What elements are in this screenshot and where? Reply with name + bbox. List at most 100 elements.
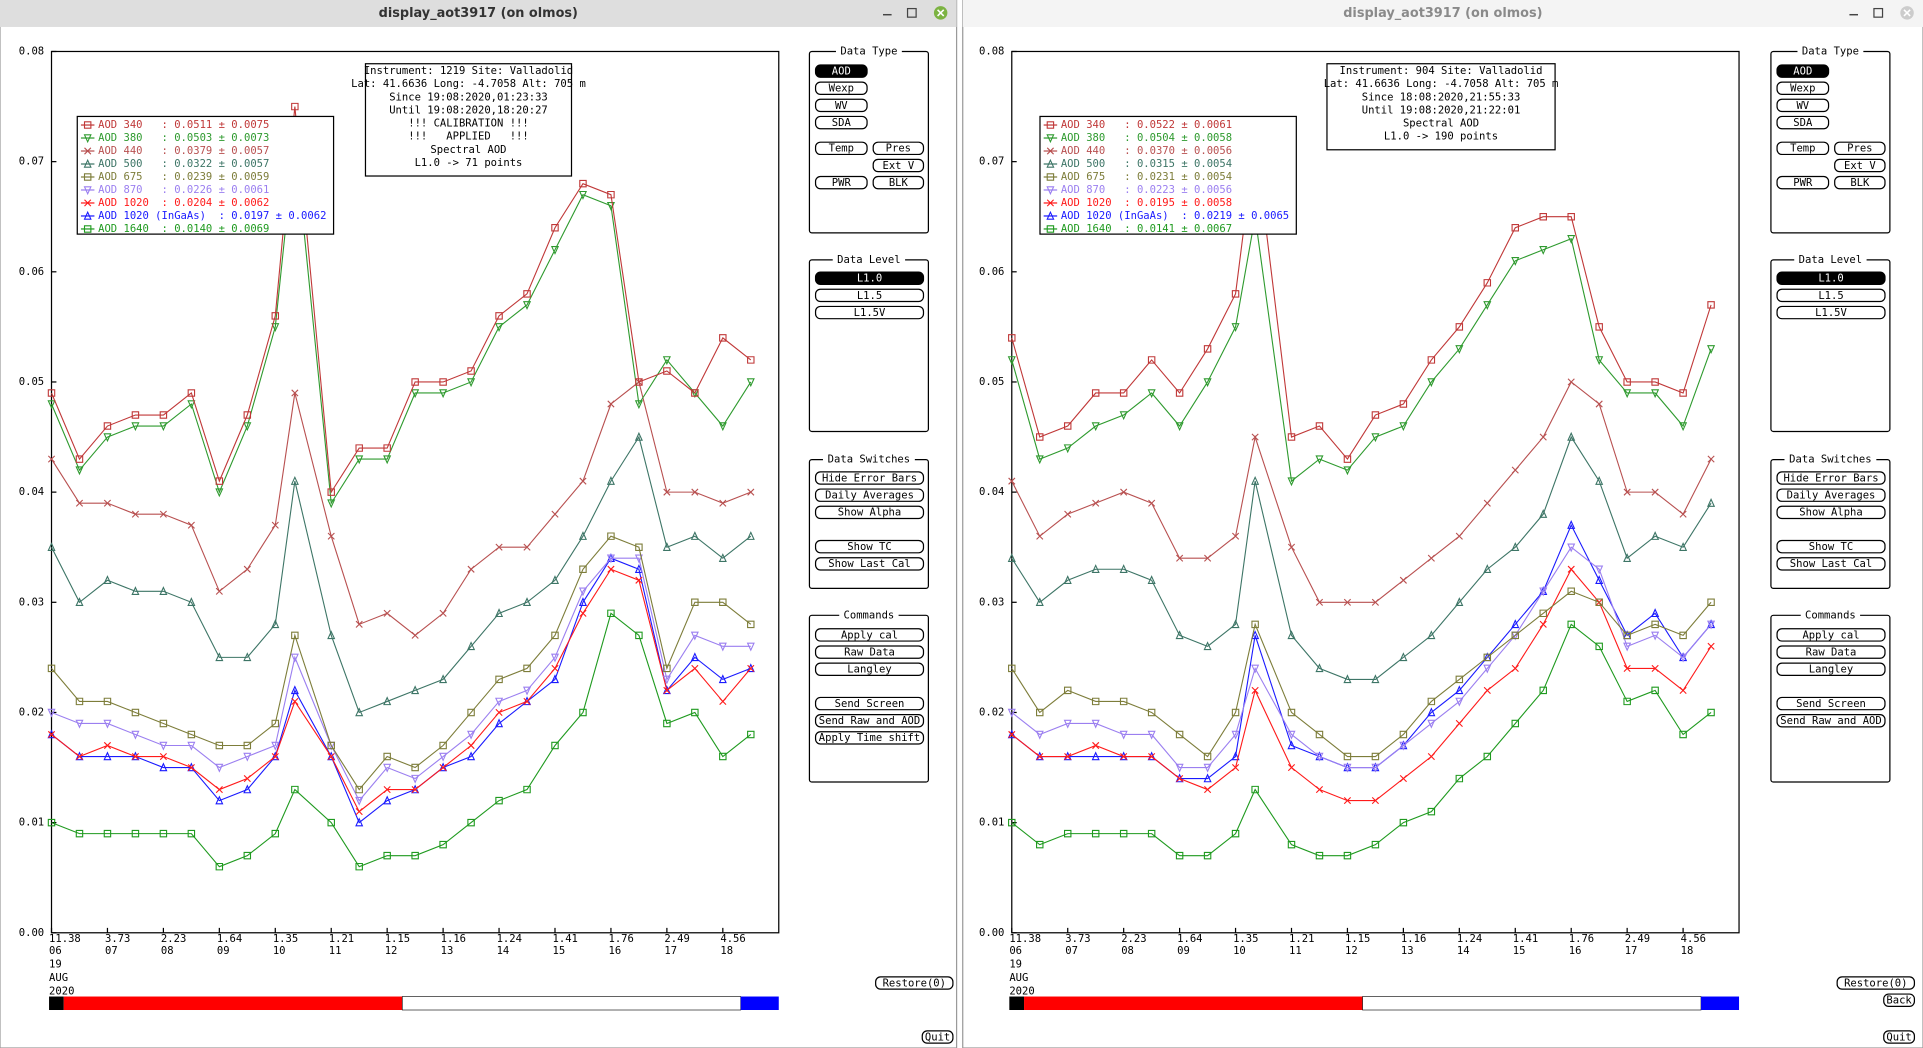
panel-button[interactable]: [814, 98, 868, 113]
window-button[interactable]: [1883, 1030, 1916, 1044]
panel-button-label[interactable]: BLK: [1850, 177, 1870, 189]
panel-button[interactable]: [1776, 557, 1886, 571]
panel-button-label[interactable]: PWR: [1793, 177, 1813, 189]
panel-button[interactable]: [1776, 288, 1886, 303]
panel-button-label[interactable]: Daily Averages: [1787, 490, 1876, 502]
panel-button[interactable]: [814, 539, 925, 554]
panel-button[interactable]: [1776, 713, 1886, 728]
panel-button[interactable]: [814, 557, 925, 571]
panel-button[interactable]: [814, 488, 925, 502]
maximize-button[interactable]: [1873, 7, 1884, 18]
panel-button[interactable]: [1834, 141, 1886, 156]
panel-button[interactable]: [1776, 662, 1886, 676]
panel-button-label[interactable]: Send Raw and AOD: [1780, 715, 1881, 727]
window-button[interactable]: [875, 976, 954, 990]
panel-button[interactable]: [1776, 488, 1886, 502]
panel-button[interactable]: [1776, 505, 1886, 520]
panel-button[interactable]: [814, 288, 925, 303]
panel-button[interactable]: [1776, 539, 1886, 554]
panel-button[interactable]: [872, 158, 925, 173]
panel-button-label[interactable]: Ext V: [882, 160, 914, 172]
panel-button[interactable]: [814, 141, 868, 156]
panel-button[interactable]: [814, 305, 925, 320]
panel-button-label[interactable]: BLK: [889, 177, 909, 189]
panel-button-label[interactable]: L1.0: [1818, 273, 1843, 285]
panel-button-label[interactable]: Hide Error Bars: [1783, 472, 1878, 484]
panel-button[interactable]: [1776, 141, 1830, 156]
window-button[interactable]: [1836, 976, 1916, 990]
panel-button-label[interactable]: Hide Error Bars: [822, 472, 917, 484]
panel-button[interactable]: [1776, 98, 1830, 113]
panel-button[interactable]: [814, 271, 925, 285]
panel-button[interactable]: [814, 175, 868, 190]
panel-button-label[interactable]: WV: [835, 100, 848, 112]
panel-button-label[interactable]: Wexp: [829, 83, 854, 95]
panel-button-label[interactable]: L1.5V: [1815, 307, 1847, 319]
panel-button[interactable]: [1776, 645, 1886, 659]
panel-button[interactable]: [814, 731, 925, 745]
panel-button[interactable]: [814, 505, 925, 520]
panel-button-label[interactable]: Temp: [829, 143, 854, 155]
panel-button[interactable]: [1776, 628, 1886, 642]
panel-button-label[interactable]: Daily Averages: [825, 490, 914, 502]
panel-button-label[interactable]: Show TC: [1809, 541, 1853, 553]
window-button-label[interactable]: Quit: [925, 1031, 950, 1043]
panel-button[interactable]: [814, 471, 925, 485]
panel-button-label[interactable]: Raw Data: [1806, 646, 1857, 658]
panel-button[interactable]: [814, 713, 925, 728]
panel-button-label[interactable]: Apply cal: [841, 629, 898, 641]
panel-button-label[interactable]: L1.5V: [854, 307, 886, 319]
panel-button[interactable]: [814, 662, 925, 676]
panel-button[interactable]: [814, 115, 868, 130]
maximize-button[interactable]: [906, 7, 917, 18]
panel-button[interactable]: [1776, 175, 1830, 190]
panel-button[interactable]: [1834, 158, 1886, 173]
panel-button-label[interactable]: SDA: [1793, 117, 1813, 129]
panel-button-label[interactable]: Send Screen: [835, 698, 905, 710]
window-button-label[interactable]: Quit: [1886, 1031, 1911, 1043]
panel-button[interactable]: [814, 64, 868, 78]
panel-button-label[interactable]: WV: [1796, 100, 1809, 112]
panel-button-label[interactable]: Ext V: [1844, 160, 1876, 172]
panel-button-label[interactable]: AOD: [1793, 65, 1812, 77]
panel-button[interactable]: [814, 628, 925, 642]
panel-button[interactable]: [1776, 64, 1830, 78]
panel-button-label[interactable]: Raw Data: [844, 646, 895, 658]
panel-button[interactable]: [1776, 115, 1830, 130]
panel-button-label[interactable]: L1.5: [1818, 290, 1843, 302]
panel-button[interactable]: [1776, 271, 1886, 285]
window-button-label[interactable]: Restore(0): [1844, 977, 1907, 989]
panel-button-label[interactable]: L1.0: [857, 273, 882, 285]
window-button-label[interactable]: Back: [1886, 995, 1912, 1007]
panel-button-label[interactable]: SDA: [832, 117, 852, 129]
panel-button-label[interactable]: Show Last Cal: [1790, 558, 1872, 570]
window-button[interactable]: [921, 1030, 954, 1044]
panel-button[interactable]: [1776, 471, 1886, 485]
panel-button-label[interactable]: Langley: [1809, 664, 1853, 676]
panel-button-label[interactable]: Temp: [1790, 143, 1815, 155]
panel-button-label[interactable]: Pres: [886, 143, 911, 155]
panel-button[interactable]: [1776, 305, 1886, 320]
panel-button-label[interactable]: Pres: [1847, 143, 1872, 155]
panel-button[interactable]: [1776, 696, 1886, 711]
panel-button[interactable]: [872, 175, 925, 190]
panel-button-label[interactable]: AOD: [832, 65, 851, 77]
panel-button-label[interactable]: Langley: [847, 664, 891, 676]
panel-button-label[interactable]: Apply Time shift: [819, 732, 920, 744]
panel-button-label[interactable]: Show TC: [847, 541, 891, 553]
panel-button-label[interactable]: Show Alpha: [1799, 507, 1862, 519]
panel-button-label[interactable]: Show Last Cal: [828, 558, 910, 570]
panel-button[interactable]: [814, 696, 925, 711]
panel-button-label[interactable]: Send Screen: [1796, 698, 1866, 710]
panel-button-label[interactable]: Show Alpha: [838, 507, 901, 519]
panel-button-label[interactable]: Wexp: [1790, 83, 1815, 95]
panel-button[interactable]: [1834, 175, 1886, 190]
window-button[interactable]: [1883, 993, 1916, 1007]
panel-button-label[interactable]: L1.5: [857, 290, 882, 302]
panel-button-label[interactable]: PWR: [832, 177, 852, 189]
panel-button[interactable]: [1776, 81, 1830, 95]
panel-button[interactable]: [814, 81, 868, 95]
panel-button[interactable]: [814, 645, 925, 659]
window-button-label[interactable]: Restore(0): [883, 977, 946, 989]
panel-button[interactable]: [872, 141, 925, 156]
